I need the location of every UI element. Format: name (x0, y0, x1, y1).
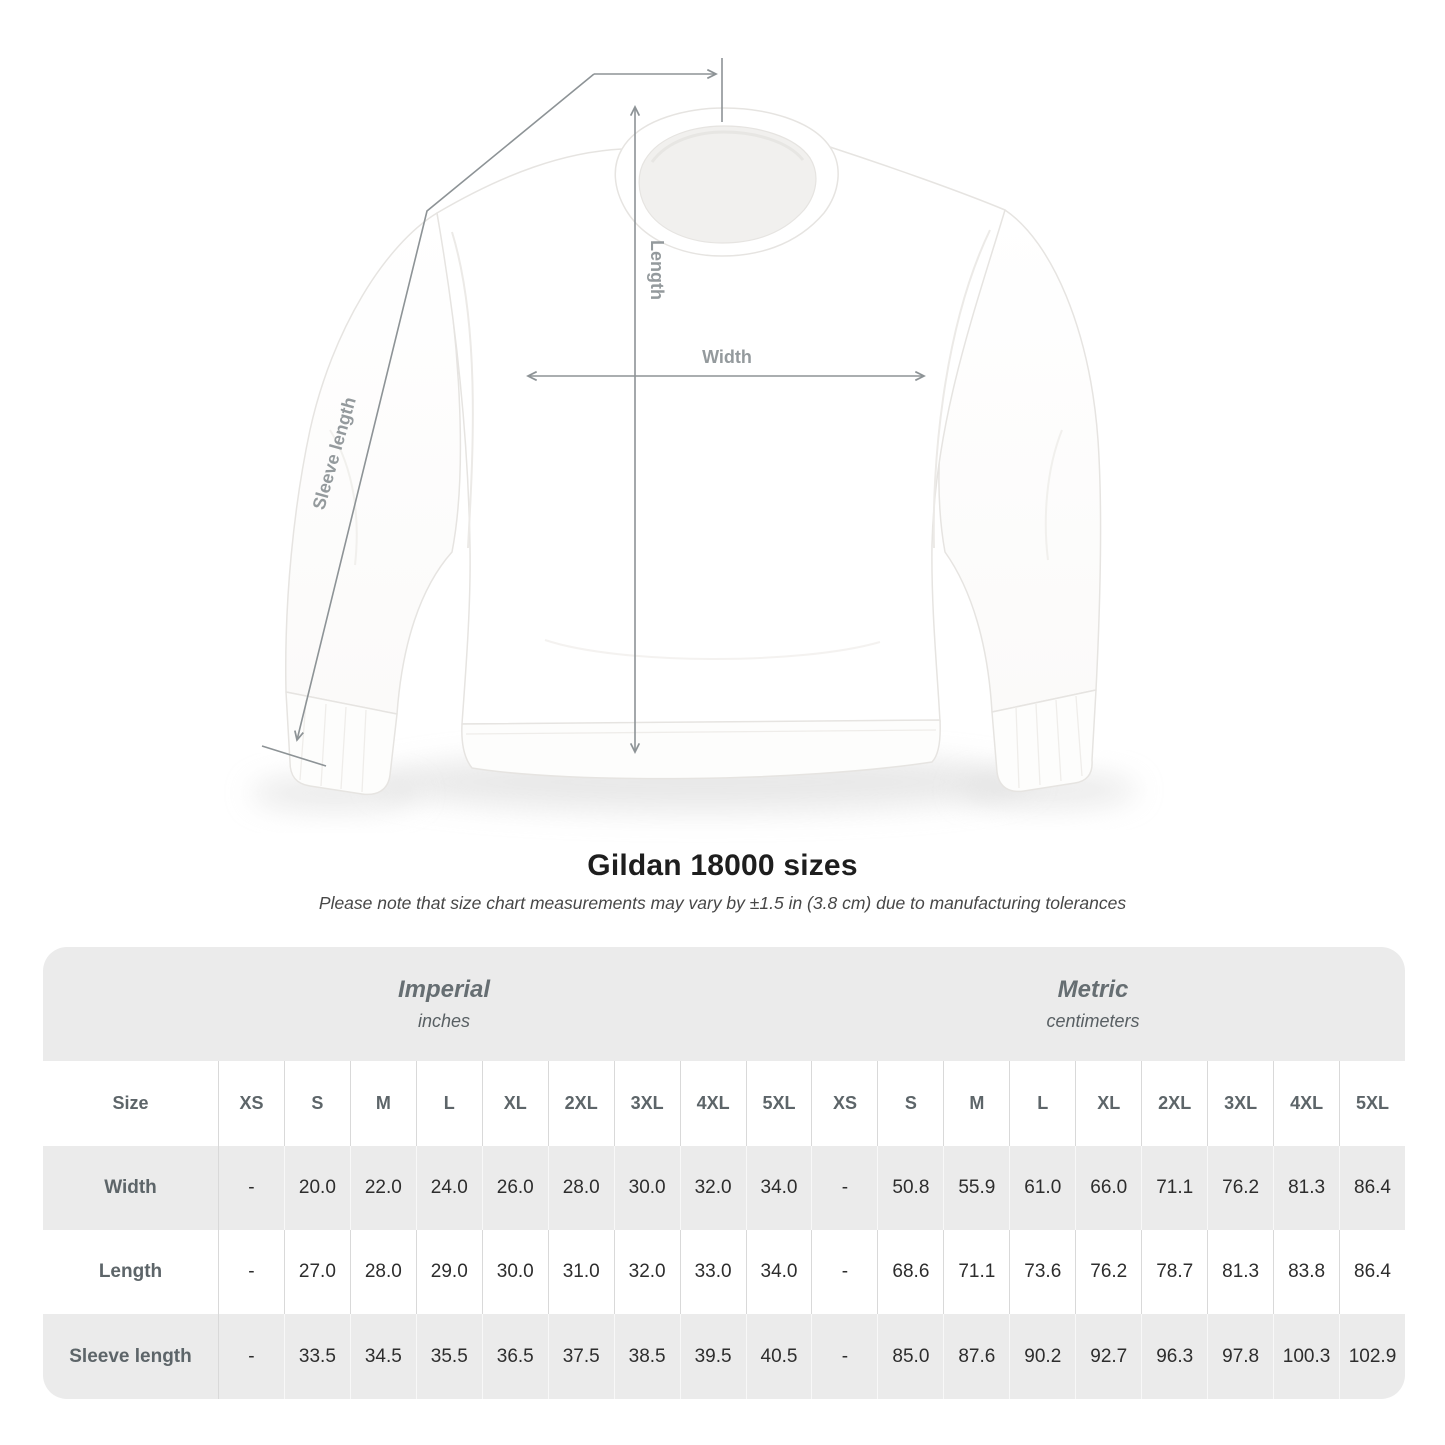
value-cell: - (218, 1230, 284, 1314)
size-grid: Size XS S M L XL 2XL 3XL 4XL 5XL XS S M L XL 2XL 3XL 4XL 5… (43, 1061, 1405, 1399)
value-cell: 22.0 (349, 1146, 416, 1230)
value-cell: 33.0 (679, 1230, 746, 1314)
value-cell: 81.3 (1273, 1146, 1340, 1230)
size-header: XS (218, 1061, 284, 1146)
value-cell: 36.5 (481, 1314, 548, 1399)
value-cell: 28.0 (547, 1146, 614, 1230)
size-header: 2XL (1141, 1061, 1208, 1146)
sweatshirt-diagram: Width Length Sleeve length (250, 58, 1138, 812)
value-cell: 73.6 (1009, 1230, 1076, 1314)
metric-unit: centimeters (1046, 1011, 1140, 1031)
value-cell: - (811, 1146, 878, 1230)
value-cell: - (811, 1230, 878, 1314)
imperial-header: Imperial inches (43, 947, 811, 1061)
value-cell: - (218, 1146, 284, 1230)
size-header: 5XL (1339, 1061, 1405, 1146)
value-cell: 83.8 (1273, 1230, 1340, 1314)
size-chart-table: Imperial inches Metric centimeters Size X… (43, 947, 1405, 1399)
metric-label: Metric (1057, 976, 1129, 1003)
size-header: L (415, 1061, 482, 1146)
row-label: Length (43, 1230, 218, 1314)
value-cell: 76.2 (1075, 1230, 1142, 1314)
value-cell: 76.2 (1207, 1146, 1274, 1230)
value-cell: 81.3 (1207, 1230, 1274, 1314)
measurement-lines (261, 58, 926, 767)
value-cell: 86.4 (1339, 1230, 1405, 1314)
size-column-header: Size (43, 1061, 218, 1146)
value-cell: 71.1 (1141, 1146, 1208, 1230)
value-cell: 102.9 (1339, 1314, 1405, 1399)
value-cell: 29.0 (415, 1230, 482, 1314)
value-cell: 34.5 (349, 1314, 416, 1399)
value-cell: 97.8 (1207, 1314, 1274, 1399)
value-cell: 28.0 (349, 1230, 416, 1314)
value-cell: 85.0 (877, 1314, 944, 1399)
size-header: 4XL (679, 1061, 746, 1146)
value-cell: 86.4 (1339, 1146, 1405, 1230)
value-cell: 34.0 (745, 1146, 812, 1230)
metric-header: Metric centimeters (811, 947, 1405, 1061)
row-label: Sleeve length (43, 1314, 218, 1399)
size-header: 3XL (1207, 1061, 1274, 1146)
value-cell: 20.0 (283, 1146, 350, 1230)
value-cell: 90.2 (1009, 1314, 1076, 1399)
value-cell: 37.5 (547, 1314, 614, 1399)
value-cell: 71.1 (943, 1230, 1010, 1314)
imperial-unit: inches (417, 1011, 471, 1031)
size-header: L (1009, 1061, 1076, 1146)
value-cell: 24.0 (415, 1146, 482, 1230)
size-header: 2XL (547, 1061, 614, 1146)
value-cell: 34.0 (745, 1230, 812, 1314)
product-photo: Width Length Sleeve length (250, 58, 1138, 812)
value-cell: 38.5 (613, 1314, 680, 1399)
size-header: S (283, 1061, 350, 1146)
width-label: Width (702, 347, 752, 367)
page-title: Gildan 18000 sizes (587, 849, 858, 882)
imperial-label: Imperial (397, 976, 491, 1003)
value-cell: 78.7 (1141, 1230, 1208, 1314)
value-cell: 27.0 (283, 1230, 350, 1314)
size-header: M (349, 1061, 416, 1146)
value-cell: 32.0 (679, 1146, 746, 1230)
value-cell: 31.0 (547, 1230, 614, 1314)
size-header: 5XL (745, 1061, 812, 1146)
value-cell: - (218, 1314, 284, 1399)
unit-header-band: Imperial inches Metric centimeters (43, 947, 1405, 1061)
value-cell: 61.0 (1009, 1146, 1076, 1230)
cuff-tick (261, 745, 327, 767)
size-header: XL (1075, 1061, 1142, 1146)
value-cell: 32.0 (613, 1230, 680, 1314)
size-header: XL (481, 1061, 548, 1146)
row-label: Width (43, 1146, 218, 1230)
value-cell: 100.3 (1273, 1314, 1340, 1399)
value-cell: 39.5 (679, 1314, 746, 1399)
value-cell: 40.5 (745, 1314, 812, 1399)
value-cell: 66.0 (1075, 1146, 1142, 1230)
length-label: Length (647, 240, 667, 300)
size-header: S (877, 1061, 944, 1146)
size-header: 4XL (1273, 1061, 1340, 1146)
value-cell: - (811, 1314, 878, 1399)
tolerance-note: Please note that size chart measurements… (318, 893, 1127, 913)
value-cell: 33.5 (283, 1314, 350, 1399)
value-cell: 26.0 (481, 1146, 548, 1230)
value-cell: 50.8 (877, 1146, 944, 1230)
value-cell: 30.0 (481, 1230, 548, 1314)
value-cell: 68.6 (877, 1230, 944, 1314)
sleeve-length-line (294, 73, 595, 742)
value-cell: 96.3 (1141, 1314, 1208, 1399)
value-cell: 35.5 (415, 1314, 482, 1399)
size-header: XS (811, 1061, 878, 1146)
value-cell: 30.0 (613, 1146, 680, 1230)
sweatshirt-graphic (285, 107, 1102, 796)
size-header: 3XL (613, 1061, 680, 1146)
size-header: M (943, 1061, 1010, 1146)
value-cell: 55.9 (943, 1146, 1010, 1230)
value-cell: 92.7 (1075, 1314, 1142, 1399)
value-cell: 87.6 (943, 1314, 1010, 1399)
